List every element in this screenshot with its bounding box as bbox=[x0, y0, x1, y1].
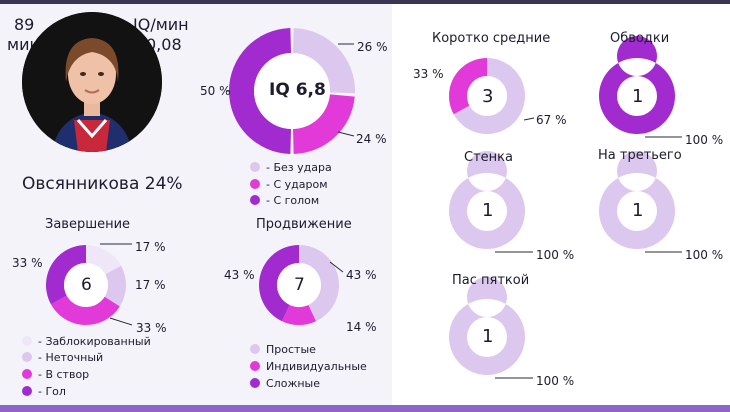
pass-center-2: 1 bbox=[482, 200, 494, 221]
iq-donut-center: IQ 6,8 bbox=[269, 80, 326, 100]
iq-slice-label-2: 50 % bbox=[200, 84, 231, 98]
minutes-value: 89 bbox=[14, 15, 35, 34]
iq-donut-slice-0 bbox=[292, 28, 356, 94]
finish-slice-label-2: 33 % bbox=[136, 321, 167, 335]
progress-legend-item-1: Индивидуальные bbox=[250, 360, 367, 374]
finish-leader-2 bbox=[109, 317, 133, 326]
pass-ring-0-slice-1 bbox=[449, 58, 487, 115]
pass-title-4: Пас пяткой bbox=[452, 273, 530, 288]
iq-donut-hole bbox=[254, 53, 330, 129]
finish-legend-item-1: - Неточный bbox=[22, 351, 103, 365]
pass-center-1: 1 bbox=[632, 86, 644, 107]
finish-donut-slice-3 bbox=[45, 245, 86, 305]
finish-donut-slice-0 bbox=[86, 245, 122, 275]
legend-swatch bbox=[22, 386, 32, 396]
legend-swatch bbox=[250, 378, 260, 388]
progress-slice-label-1: 14 % bbox=[346, 320, 377, 334]
pass-leader-0 bbox=[523, 117, 535, 121]
iq-per-minute-label: IQ/мин bbox=[133, 15, 189, 34]
pass-slice-label-0-1: 33 % bbox=[413, 67, 444, 81]
finish-title: Завершение bbox=[45, 217, 131, 232]
legend-swatch bbox=[22, 352, 32, 362]
progress-donut-hole bbox=[277, 263, 321, 307]
pass-title-2: Стенка bbox=[464, 150, 513, 165]
pass-center-0: 3 bbox=[482, 86, 494, 107]
progress-title: Продвижение bbox=[256, 217, 352, 232]
legend-swatch bbox=[22, 369, 32, 379]
progress-donut-slice-0 bbox=[299, 245, 339, 322]
iq-per-minute-value: 0,08 bbox=[146, 35, 182, 54]
progress-leader-0 bbox=[329, 261, 344, 273]
pass-ring-1-hole bbox=[617, 76, 657, 116]
legend-swatch bbox=[250, 162, 260, 172]
progress-slice-label-0: 43 % bbox=[346, 268, 377, 282]
legend-swatch bbox=[22, 336, 32, 346]
finish-donut-hole bbox=[64, 263, 108, 307]
pass-slice-label-2-0: 100 % bbox=[536, 248, 575, 262]
finish-slice-label-1: 17 % bbox=[135, 278, 166, 292]
pass-title-0: Коротко средние bbox=[432, 31, 551, 46]
iq-legend-item-1: - С ударом bbox=[250, 178, 328, 192]
pass-title-3: На третьего bbox=[598, 148, 682, 163]
pass-ring-0-hole bbox=[467, 76, 507, 116]
pass-ring-3-hole bbox=[617, 191, 657, 231]
progress-center: 7 bbox=[294, 275, 305, 295]
pass-ring-0-slice-0 bbox=[453, 58, 525, 134]
iq-legend-item-0: - Без удара bbox=[250, 161, 332, 175]
finish-legend-item-2: - В створ bbox=[22, 368, 89, 382]
pass-center-4: 1 bbox=[482, 326, 494, 347]
legend-swatch bbox=[250, 179, 260, 189]
player-avatar bbox=[22, 12, 162, 152]
iq-slice-label-1: 24 % bbox=[356, 132, 387, 146]
pass-ring-4-hole bbox=[467, 317, 507, 357]
pass-slice-label-4-0: 100 % bbox=[536, 374, 575, 388]
pass-center-3: 1 bbox=[632, 200, 644, 221]
top-bar bbox=[0, 0, 730, 4]
pass-title-1: Обводки bbox=[610, 31, 670, 46]
legend-swatch bbox=[250, 344, 260, 354]
finish-center: 6 bbox=[81, 275, 92, 295]
finish-slice-label-3: 33 % bbox=[12, 256, 43, 270]
iq-slice-label-0: 26 % bbox=[357, 40, 388, 54]
finish-legend-item-3: - Гол bbox=[22, 385, 66, 399]
player-photo-icon bbox=[22, 12, 162, 152]
legend-swatch bbox=[250, 361, 260, 371]
pass-ring-2-hole bbox=[467, 191, 507, 231]
iq-donut-slice-1 bbox=[292, 94, 355, 154]
pass-slice-label-0-0: 67 % bbox=[536, 113, 567, 127]
player-name-and-share: Овсянникова 24% bbox=[22, 174, 183, 194]
finish-donut-slice-1 bbox=[104, 265, 126, 307]
progress-donut-slice-1 bbox=[281, 304, 317, 326]
progress-legend-item-0: Простые bbox=[250, 343, 316, 357]
pass-slice-label-1-0: 100 % bbox=[685, 133, 724, 147]
finish-legend-item-0: - Заблокированный bbox=[22, 335, 151, 349]
pass-slice-label-3-0: 100 % bbox=[685, 248, 724, 262]
finish-slice-label-0: 17 % bbox=[135, 240, 166, 254]
iq-leader-1 bbox=[337, 131, 355, 137]
progress-slice-label-2: 43 % bbox=[224, 268, 255, 282]
progress-legend-item-2: Сложные bbox=[250, 377, 320, 391]
progress-donut-slice-2 bbox=[259, 245, 299, 322]
legend-swatch bbox=[250, 195, 260, 205]
bottom-bar bbox=[0, 405, 730, 412]
iq-legend-item-2: - С голом bbox=[250, 194, 319, 208]
iq-donut-slice-2 bbox=[229, 28, 292, 154]
finish-donut-slice-2 bbox=[50, 295, 120, 326]
